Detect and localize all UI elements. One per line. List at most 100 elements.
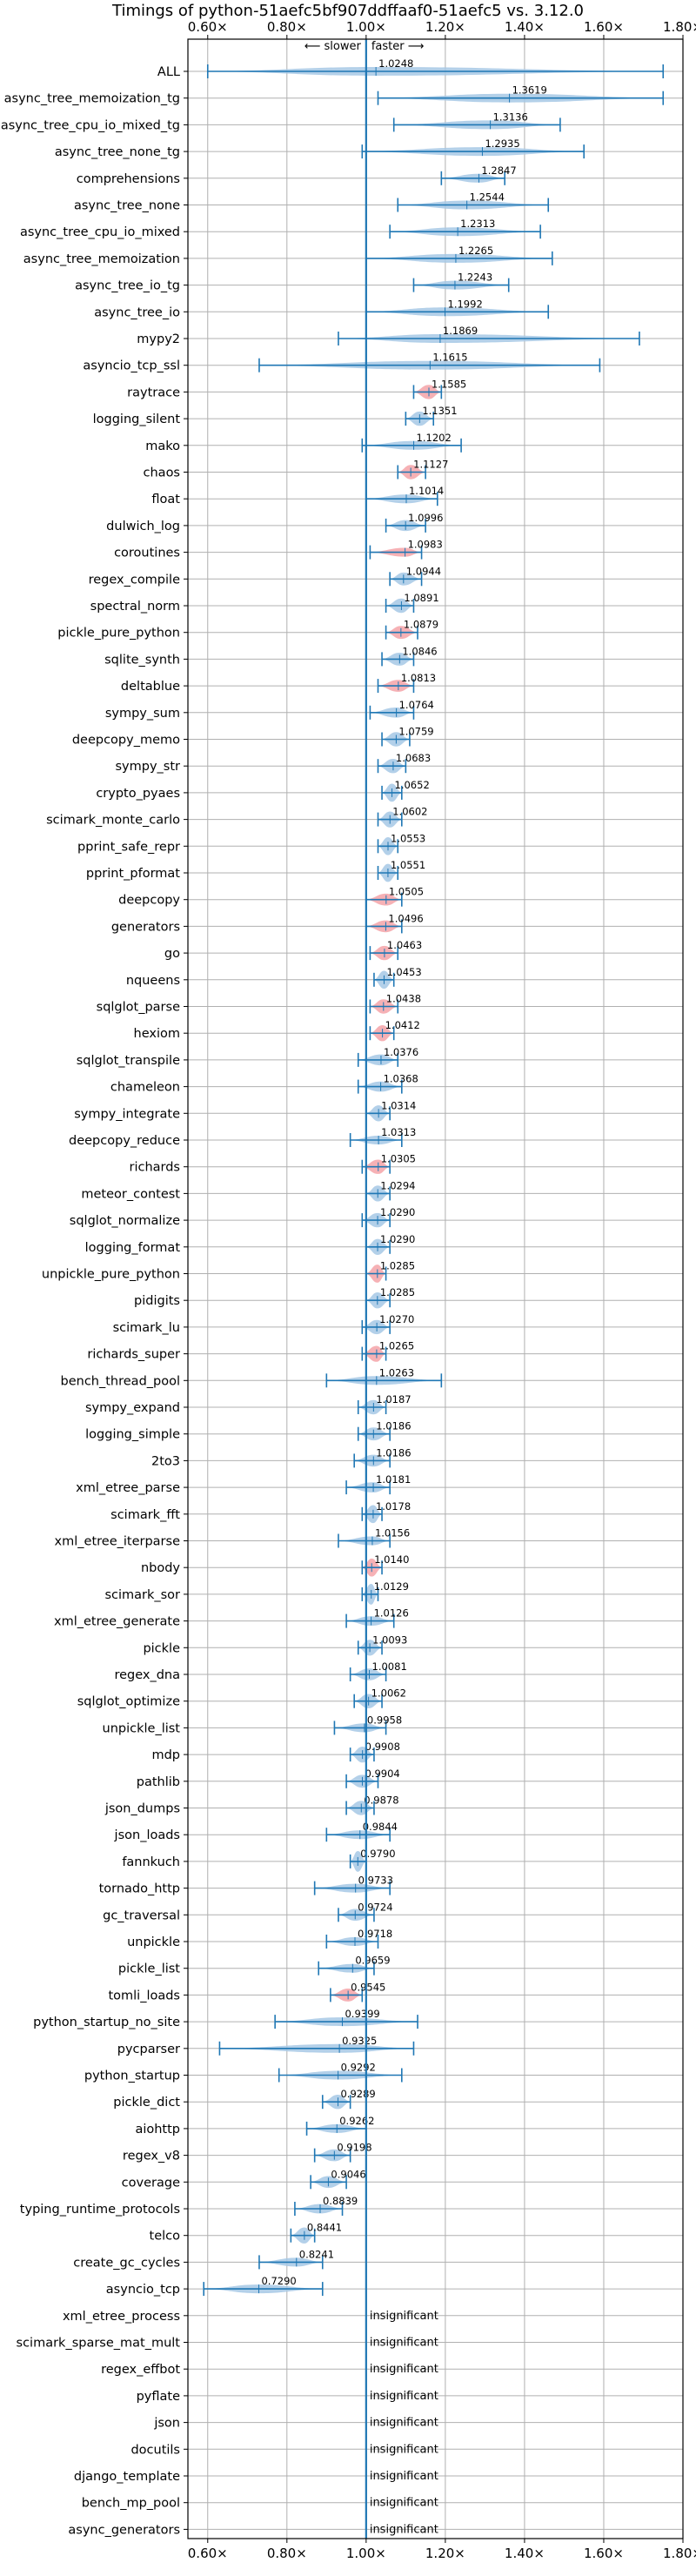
mean-label: 1.0846 (402, 645, 437, 657)
benchmark-label: coverage (122, 2176, 180, 2190)
insignificant-label: insignificant (370, 2363, 438, 2376)
benchmark-label: pycparser (117, 2043, 180, 2056)
benchmark-label: xml_etree_parse (76, 1481, 180, 1495)
mean-label: 1.0081 (372, 1660, 407, 1673)
mean-label: 1.0248 (378, 57, 413, 70)
mean-label: 1.0270 (379, 1313, 414, 1325)
benchmark-label: chaos (144, 466, 180, 480)
mean-label: 1.0181 (376, 1473, 411, 1486)
mean-label: 1.0368 (384, 1073, 418, 1085)
benchmark-label: unpickle_list (103, 1721, 181, 1735)
benchmark-label: gc_traversal (103, 1909, 180, 1922)
x-tick-label-bottom: 1.40× (505, 2546, 545, 2561)
benchmark-label: fannkuch (122, 1855, 180, 1869)
benchmark-label: coroutines (114, 547, 180, 560)
mean-label: 0.9733 (358, 1875, 393, 1887)
x-tick-label-top: 1.60× (584, 19, 624, 35)
mean-label: 1.0652 (395, 779, 430, 791)
benchmark-label: dulwich_log (106, 520, 180, 533)
mean-label: 1.0412 (385, 1019, 420, 1031)
benchmark-label: xml_etree_generate (54, 1615, 180, 1629)
mean-label: 1.0290 (380, 1233, 415, 1245)
benchmark-label: spectral_norm (90, 600, 180, 614)
mean-label: 0.9790 (360, 1848, 395, 1860)
benchmark-label: raytrace (127, 386, 180, 399)
benchmark-label: unpickle (127, 1935, 180, 1949)
benchmark-label: deepcopy_memo (72, 734, 180, 748)
mean-label: 0.9958 (367, 1714, 402, 1726)
benchmark-label: mdp (151, 1748, 180, 1762)
plot-area (188, 39, 683, 2539)
mean-label: 1.0285 (380, 1286, 415, 1298)
benchmark-label: richards (129, 1161, 180, 1175)
benchmark-label: python_startup (84, 2070, 180, 2083)
mean-label: 1.0285 (380, 1260, 415, 1272)
mean-label: 1.0290 (380, 1206, 415, 1218)
benchmark-label: tornado_http (99, 1882, 180, 1896)
mean-label: 1.1351 (422, 405, 457, 417)
mean-label: 1.2847 (481, 164, 516, 177)
mean-label: 1.0602 (392, 806, 427, 818)
benchmark-label: django_template (74, 2470, 180, 2484)
mean-label: 0.7290 (261, 2275, 296, 2287)
benchmark-label: regex_dna (114, 1668, 180, 1682)
mean-label: 0.9904 (365, 1768, 399, 1780)
x-tick-label-bottom: 0.60× (188, 2546, 228, 2561)
benchmark-label: docutils (130, 2443, 180, 2457)
insignificant-label: insignificant (370, 2497, 438, 2510)
mean-label: 1.3136 (493, 111, 528, 123)
x-tick-label-top: 1.00× (346, 19, 386, 35)
benchmark-label: async_tree_memoization_tg (4, 92, 180, 106)
benchmark-label: regex_compile (89, 573, 180, 587)
benchmark-label: create_gc_cycles (73, 2256, 180, 2270)
insignificant-label: insignificant (370, 2310, 438, 2323)
benchmark-label: async_tree_none_tg (55, 145, 180, 159)
mean-label: 1.1615 (432, 352, 467, 364)
mean-label: 1.1202 (417, 432, 452, 444)
mean-label: 0.9046 (331, 2168, 365, 2180)
mean-label: 1.0983 (408, 539, 443, 551)
benchmark-label: telco (150, 2230, 181, 2244)
faster-label: faster ⟶ (371, 40, 425, 53)
x-tick-label-top: 1.20× (425, 19, 465, 35)
mean-label: 0.8441 (307, 2222, 342, 2234)
mean-label: 0.9724 (358, 1901, 392, 1913)
benchmark-label: async_tree_io_tg (75, 279, 180, 293)
x-tick-label-bottom: 1.60× (584, 2546, 624, 2561)
benchmark-label: nbody (141, 1561, 180, 1575)
mean-label: 1.0891 (404, 592, 438, 604)
benchmark-label: pyflate (137, 2390, 180, 2404)
mean-label: 0.9198 (337, 2142, 371, 2154)
benchmark-label: async_tree_cpu_io_mixed_tg (1, 118, 180, 132)
benchmark-label: pickle_list (118, 1962, 180, 1976)
benchmark-label: unpickle_pure_python (42, 1268, 180, 1282)
benchmark-label: bench_mp_pool (82, 2497, 180, 2511)
mean-label: 0.9292 (341, 2062, 376, 2074)
x-tick-label-top: 1.80× (663, 19, 696, 35)
benchmark-label: bench_thread_pool (61, 1374, 180, 1388)
benchmark-label: json_dumps (104, 1802, 180, 1816)
x-tick-label-bottom: 1.00× (346, 2546, 386, 2561)
benchmark-label: aiohttp (135, 2123, 180, 2137)
mean-label: 0.9908 (365, 1741, 400, 1753)
benchmark-label: tomli_loads (108, 1989, 180, 2002)
benchmark-label: asyncio_tcp (106, 2283, 180, 2297)
mean-label: 1.1585 (432, 378, 466, 390)
benchmark-label: pathlib (137, 1775, 180, 1789)
mean-label: 1.0178 (376, 1500, 411, 1513)
benchmark-label: float (151, 493, 180, 506)
mean-label: 1.0265 (379, 1340, 414, 1352)
benchmark-label: sqlglot_normalize (70, 1214, 180, 1228)
benchmark-label: pprint_safe_repr (77, 840, 180, 854)
mean-label: 1.0129 (374, 1580, 409, 1593)
benchmark-label: nqueens (126, 974, 180, 988)
x-tick-label-top: 0.80× (267, 19, 307, 35)
benchmark-label: sympy_sum (105, 707, 180, 721)
mean-label: 1.2243 (458, 272, 492, 284)
benchmark-label: pickle_pure_python (57, 627, 180, 641)
benchmark-label: 2to3 (151, 1454, 180, 1468)
mean-label: 1.1869 (443, 325, 478, 337)
benchmark-label: generators (111, 920, 180, 934)
mean-label: 0.9262 (339, 2115, 374, 2127)
mean-label: 0.9844 (363, 1821, 398, 1833)
